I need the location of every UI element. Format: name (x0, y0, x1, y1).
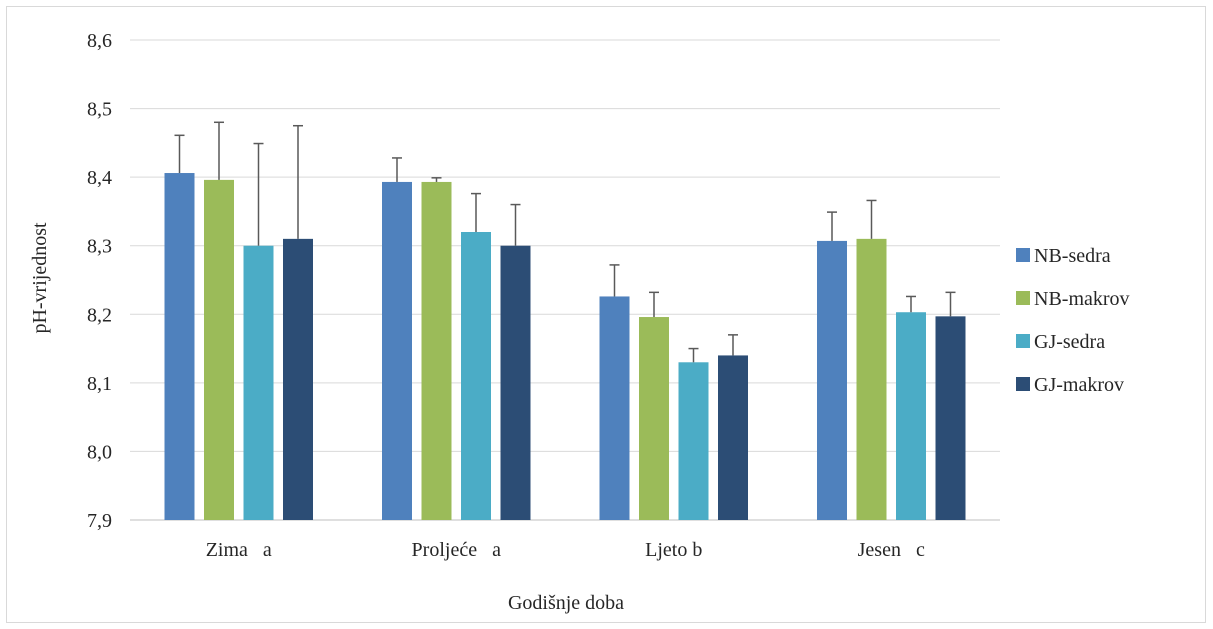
legend-label: NB-makrov (1034, 288, 1130, 310)
y-tick-label: 7,9 (87, 510, 112, 532)
bar-gj-sedra (678, 362, 709, 520)
legend-label: GJ-sedra (1034, 331, 1105, 353)
bar-gj-sedra (461, 232, 491, 520)
x-tick-label: Zima a (206, 539, 272, 561)
legend-swatch (1016, 334, 1030, 348)
bars (164, 173, 966, 520)
bar-gj-sedra (896, 312, 926, 520)
bar-nb-sedra (817, 240, 847, 520)
bar-nb-makrov (639, 317, 669, 520)
legend-label: NB-sedra (1034, 245, 1111, 267)
error-bars (174, 121, 956, 363)
bar-nb-makrov (204, 179, 234, 520)
x-tick-labels: Zima a Proljeće a Ljeto b Jesen c (206, 539, 925, 561)
x-tick-label: Ljeto b (645, 539, 702, 561)
bar-nb-sedra (382, 181, 412, 520)
legend: NB-sedra NB-makrov GJ-sedra GJ-makrov (1016, 245, 1130, 396)
x-tick-label: Proljeće a (412, 539, 502, 561)
bar-nb-sedra (599, 296, 630, 520)
y-tick-label: 8,4 (87, 167, 112, 189)
legend-label: GJ-makrov (1034, 374, 1124, 396)
y-tick-label: 8,0 (87, 441, 112, 463)
y-axis-label: pH-vrijednost (29, 222, 51, 334)
bar-nb-makrov (421, 181, 452, 520)
x-axis-label: Godišnje doba (508, 592, 624, 614)
y-tick-label: 8,1 (87, 373, 112, 395)
bar-gj-makrov (283, 238, 313, 520)
bar-nb-sedra (164, 173, 195, 520)
y-tick-label: 8,5 (87, 99, 112, 121)
bar-gj-sedra (243, 245, 274, 520)
x-tick-label: Jesen c (858, 539, 925, 561)
legend-swatch (1016, 248, 1030, 262)
bar-gj-makrov (935, 316, 966, 520)
bar-gj-makrov (718, 355, 748, 520)
y-tick-label: 8,6 (87, 30, 112, 52)
legend-swatch (1016, 291, 1030, 305)
bar-gj-makrov (500, 245, 531, 520)
gridlines (130, 39, 1000, 521)
y-tick-labels: 7,9 8,0 8,1 8,2 8,3 8,4 8,5 8,6 (87, 30, 112, 532)
y-tick-label: 8,3 (87, 236, 112, 258)
y-tick-label: 8,2 (87, 304, 112, 326)
bar-nb-makrov (856, 238, 887, 520)
legend-swatch (1016, 377, 1030, 391)
